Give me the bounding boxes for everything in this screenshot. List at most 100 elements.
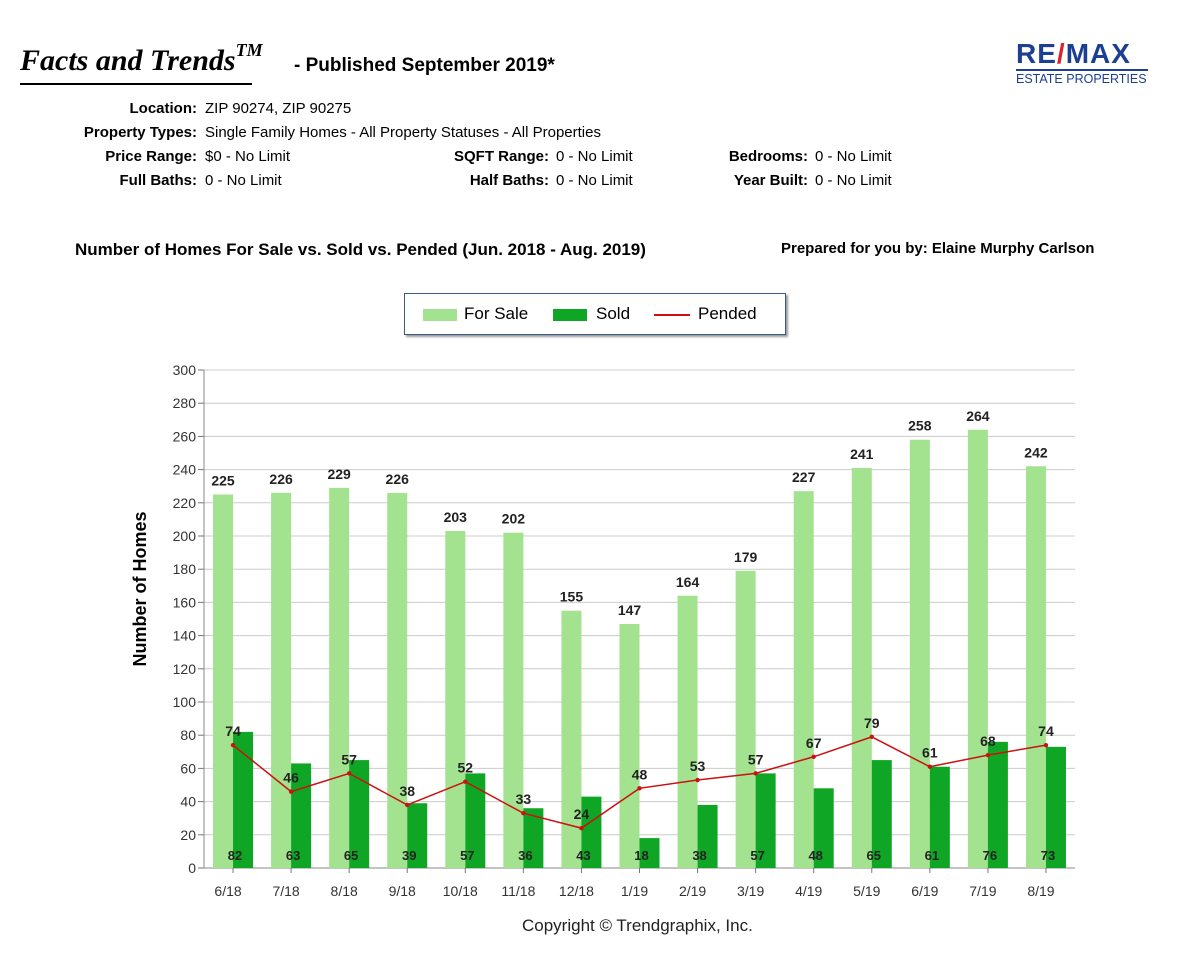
- pended-point: [1043, 742, 1049, 748]
- bedrooms-label: Bedrooms:: [728, 148, 808, 165]
- remax-logo: RE/MAX ESTATE PROPERTIES: [1016, 40, 1148, 86]
- bar-sold: [233, 731, 254, 868]
- pended-point: [811, 754, 816, 759]
- bar-sold: [523, 808, 544, 868]
- bar-for-sale: [329, 487, 350, 868]
- y-tick-label: 180: [173, 561, 197, 577]
- property-types-value: Single Family Homes - All Property Statu…: [205, 124, 601, 141]
- pended-point: [579, 825, 584, 831]
- data-label-for-sale: 258: [908, 418, 932, 434]
- x-tick-label: 6/18: [214, 883, 241, 899]
- data-label-for-sale: 264: [966, 408, 990, 424]
- legend-label-pended: Pended: [698, 304, 757, 323]
- bar-for-sale: [1025, 466, 1046, 868]
- legend-line-pended: [654, 314, 690, 316]
- y-tick-label: 300: [173, 362, 197, 378]
- data-label-sold: 48: [808, 848, 822, 863]
- report-title-text: Facts and Trends: [20, 44, 236, 77]
- x-tick-label: 3/19: [737, 883, 764, 899]
- y-tick-label: 100: [173, 694, 197, 710]
- data-label-pended: 52: [458, 760, 474, 776]
- data-label-for-sale: 155: [560, 589, 584, 605]
- data-label-sold: 18: [634, 848, 648, 863]
- bar-sold: [465, 773, 486, 868]
- pended-point: [695, 777, 700, 783]
- legend-label-for-sale: For Sale: [464, 304, 529, 323]
- data-label-pended: 74: [225, 723, 241, 739]
- x-tick-label: 8/18: [331, 883, 358, 899]
- logo-re: RE: [1016, 38, 1057, 69]
- bar-sold: [581, 796, 602, 868]
- y-axis-label: Number of Homes: [130, 511, 150, 666]
- legend-swatch-sold: [553, 309, 587, 321]
- data-label-sold: 73: [1041, 848, 1055, 863]
- data-label-for-sale: 179: [734, 549, 758, 565]
- year-built-value: 0 - No Limit: [815, 172, 892, 189]
- data-label-for-sale: 202: [502, 511, 526, 527]
- criteria-row-3: Price Range: $0 - No Limit SQFT Range: 0…: [0, 148, 1193, 168]
- data-label-pended: 57: [748, 751, 764, 767]
- bar-for-sale: [213, 494, 234, 868]
- pended-point: [985, 752, 991, 758]
- x-tick-label: 11/18: [501, 883, 535, 899]
- bar-sold: [697, 804, 718, 868]
- data-label-sold: 61: [925, 848, 939, 863]
- pended-point: [637, 786, 642, 791]
- y-tick-label: 280: [173, 395, 197, 411]
- bedrooms-value: 0 - No Limit: [815, 148, 892, 165]
- copyright-notice: Copyright © Trendgraphix, Inc.: [522, 916, 753, 935]
- bar-sold: [871, 760, 892, 868]
- data-label-for-sale: 241: [850, 446, 874, 462]
- half-baths-value: 0 - No Limit: [556, 172, 633, 189]
- pended-point: [346, 771, 352, 776]
- half-baths-label: Half Baths:: [469, 172, 549, 189]
- logo-slash: /: [1056, 38, 1066, 69]
- logo-max: MAX: [1065, 38, 1131, 69]
- data-label-pended: 74: [1038, 723, 1054, 739]
- bar-for-sale: [793, 491, 814, 868]
- pended-point: [753, 771, 758, 776]
- logo-wordmark: RE/MAX: [1016, 40, 1148, 68]
- criteria-location: Location: ZIP 90274, ZIP 90275: [0, 100, 1193, 120]
- data-label-pended: 53: [690, 758, 706, 774]
- bar-sold: [755, 773, 776, 868]
- y-tick-label: 200: [173, 528, 197, 544]
- x-tick-label: 2/19: [679, 883, 706, 899]
- bar-for-sale: [561, 610, 582, 868]
- bar-sold: [407, 803, 428, 868]
- property-types-label: Property Types:: [83, 124, 197, 141]
- x-tick-label: 8/19: [1027, 883, 1054, 899]
- pended-point: [927, 764, 933, 769]
- trademark-mark: TM: [235, 40, 263, 60]
- y-tick-label: 140: [173, 628, 197, 644]
- pended-point: [405, 802, 410, 808]
- bar-for-sale: [851, 467, 872, 868]
- y-tick-label: 120: [173, 661, 197, 677]
- data-label-sold: 38: [692, 848, 706, 863]
- full-baths-value: 0 - No Limit: [205, 172, 282, 189]
- data-label-pended: 24: [574, 806, 590, 822]
- data-label-for-sale: 242: [1024, 444, 1048, 460]
- data-label-sold: 57: [750, 848, 764, 863]
- published-date: - Published September 2019*: [294, 55, 555, 76]
- report-title: Facts and TrendsTM: [20, 40, 263, 78]
- bar-for-sale: [445, 531, 466, 868]
- data-label-sold: 63: [286, 848, 300, 863]
- homes-chart: 0 20 40 60 80 100 120 140 160 180 200 220 240 260 280 3…: [130, 362, 1075, 899]
- x-tick-label: 6/19: [911, 883, 938, 899]
- price-range-label: Price Range:: [105, 148, 197, 165]
- x-tick-label: 1/19: [621, 883, 648, 899]
- bar-sold: [1045, 746, 1066, 868]
- x-tick-label: 5/19: [853, 883, 880, 899]
- data-label-sold: 36: [518, 848, 532, 863]
- data-label-sold: 39: [402, 848, 416, 863]
- sqft-range-value: 0 - No Limit: [556, 148, 633, 165]
- bar-sold: [639, 838, 660, 868]
- data-label-for-sale: 225: [211, 473, 235, 489]
- criteria-row-4: Full Baths: 0 - No Limit Half Baths: 0 -…: [0, 172, 1193, 192]
- bar-sold: [987, 741, 1008, 868]
- data-label-sold: 76: [983, 848, 997, 863]
- data-label-for-sale: 203: [444, 509, 468, 525]
- data-label-for-sale: 147: [618, 602, 642, 618]
- x-tick-label: 12/18: [559, 883, 594, 899]
